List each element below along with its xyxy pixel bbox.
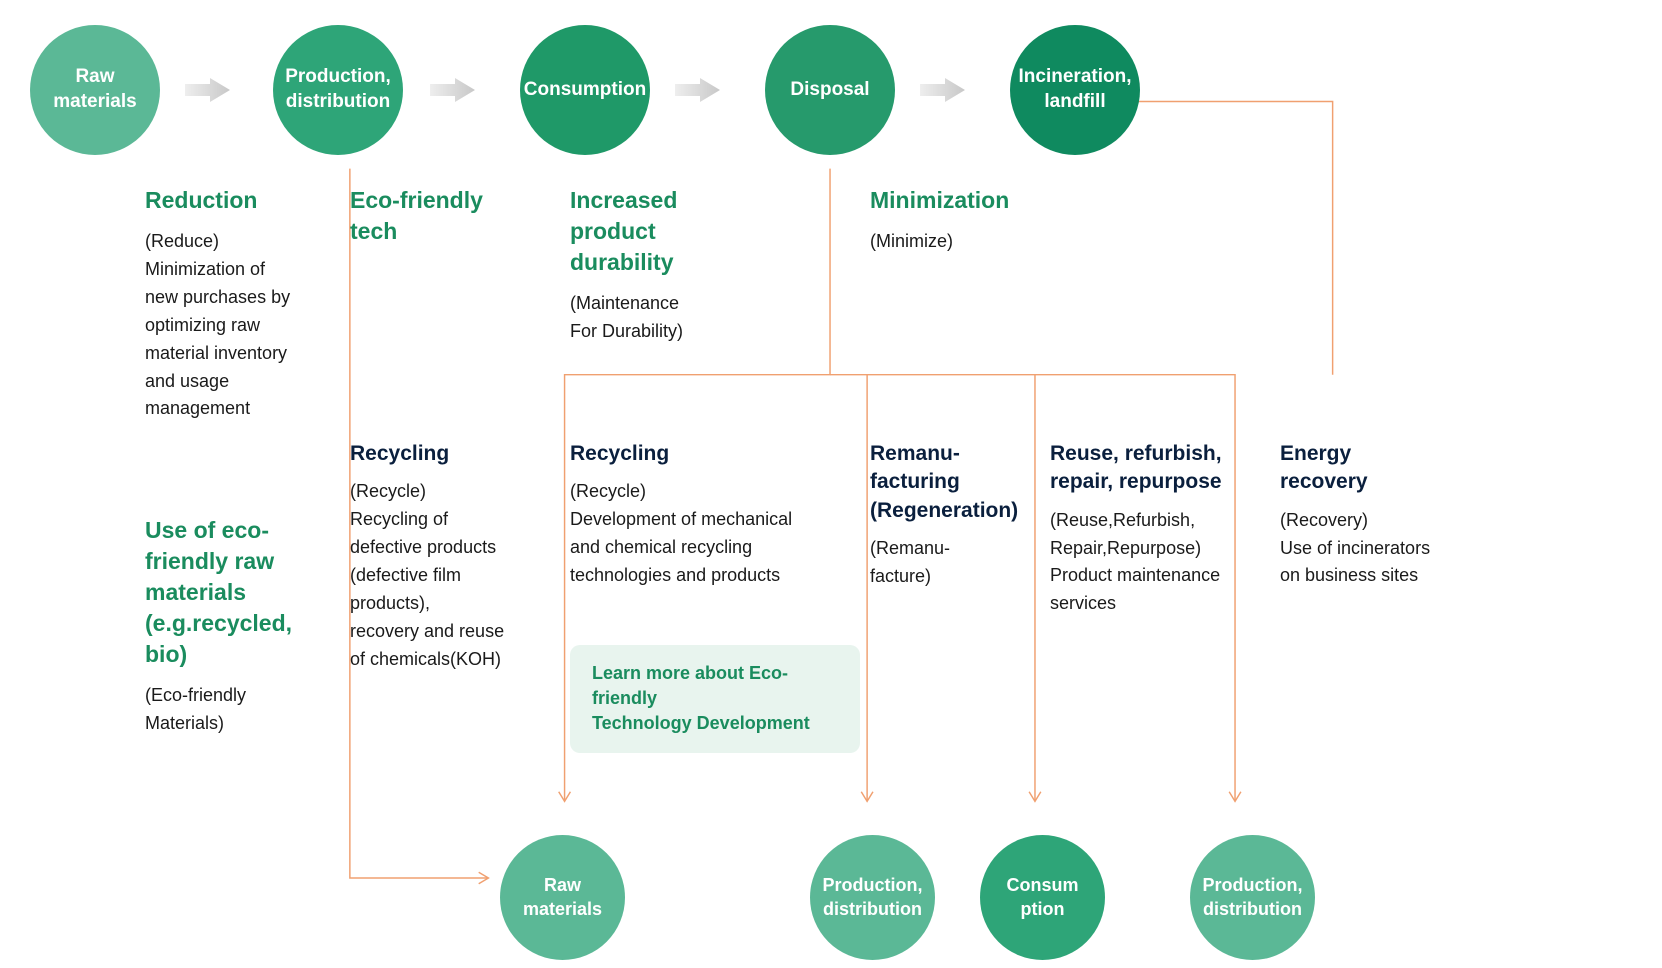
top-circle-3: Disposal bbox=[765, 25, 895, 155]
col1-block2: Use of eco- friendly raw materials (e.g.… bbox=[145, 515, 330, 738]
stage-arrow-0 bbox=[185, 76, 230, 104]
col4-green-title: Minimization bbox=[870, 185, 1070, 216]
bottom-circle-3: Production, distribution bbox=[1190, 835, 1315, 960]
col1-green2-body: (Eco-friendly Materials) bbox=[145, 682, 330, 738]
top-circle-4: Incineration, landfill bbox=[1010, 25, 1140, 155]
col6-dark: Energy recovery (Recovery) Use of incine… bbox=[1280, 440, 1480, 590]
stage-arrow-2 bbox=[675, 76, 720, 104]
col2-dark-body: (Recycle) Recycling of defective product… bbox=[350, 478, 540, 673]
col2-green: Eco-friendly tech bbox=[350, 185, 540, 259]
bottom-circle-2: Consum ption bbox=[980, 835, 1105, 960]
stage-arrow-3 bbox=[920, 76, 965, 104]
top-circle-0: Raw materials bbox=[30, 25, 160, 155]
col2-dark: Recycling (Recycle) Recycling of defecti… bbox=[350, 440, 540, 674]
learn-more-text: Learn more about Eco-friendly Technology… bbox=[592, 663, 810, 733]
col3-dark-body: (Recycle) Development of mechanical and … bbox=[570, 478, 830, 590]
col4-dark: Remanu- facturing (Regeneration) (Remanu… bbox=[870, 440, 1030, 591]
learn-more-button[interactable]: Learn more about Eco-friendly Technology… bbox=[570, 645, 860, 753]
col3-green-body: (Maintenance For Durability) bbox=[570, 290, 830, 346]
top-circle-1: Production, distribution bbox=[273, 25, 403, 155]
circular-economy-diagram: Raw materials Production, distribution Con… bbox=[20, 20, 1642, 948]
col3-green-title: Increased product durability bbox=[570, 185, 830, 278]
col5-dark-body: (Reuse,Refurbish, Repair,Repurpose) Prod… bbox=[1050, 507, 1250, 619]
col4-green: Minimization (Minimize) bbox=[870, 185, 1070, 256]
bottom-circle-0: Raw materials bbox=[500, 835, 625, 960]
col1-green1-body: (Reduce) Minimization of new purchases b… bbox=[145, 228, 330, 423]
top-circle-2: Consumption bbox=[520, 25, 650, 155]
col4-dark-title: Remanu- facturing (Regeneration) bbox=[870, 440, 1030, 525]
col5-dark-title: Reuse, refurbish, repair, repurpose bbox=[1050, 440, 1250, 497]
col3-dark: Recycling (Recycle) Development of mecha… bbox=[570, 440, 830, 590]
bottom-circle-1: Production, distribution bbox=[810, 835, 935, 960]
col3-green: Increased product durability (Maintenanc… bbox=[570, 185, 830, 346]
col4-dark-body: (Remanu- facture) bbox=[870, 535, 1030, 591]
col1-block1: Reduction (Reduce) Minimization of new p… bbox=[145, 185, 330, 423]
col1-green1-title: Reduction bbox=[145, 185, 330, 216]
col6-dark-title: Energy recovery bbox=[1280, 440, 1480, 497]
col2-dark-title: Recycling bbox=[350, 440, 540, 468]
col6-dark-body: (Recovery) Use of incinerators on busine… bbox=[1280, 507, 1480, 591]
col3-dark-title: Recycling bbox=[570, 440, 830, 468]
col1-green2-title: Use of eco- friendly raw materials (e.g.… bbox=[145, 515, 330, 670]
col4-green-body: (Minimize) bbox=[870, 228, 1070, 256]
col2-green-title: Eco-friendly tech bbox=[350, 185, 540, 247]
stage-arrow-1 bbox=[430, 76, 475, 104]
col5-dark: Reuse, refurbish, repair, repurpose (Reu… bbox=[1050, 440, 1250, 618]
